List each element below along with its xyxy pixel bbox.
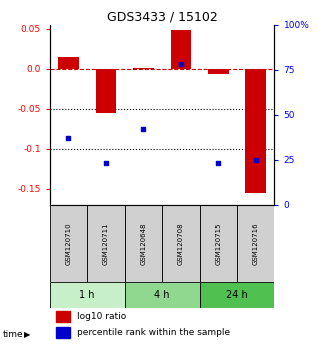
Text: GSM120716: GSM120716 — [253, 222, 259, 265]
Text: GSM120708: GSM120708 — [178, 222, 184, 265]
Bar — [125, 205, 162, 282]
Bar — [246, 69, 266, 193]
Bar — [50, 205, 87, 282]
Point — [141, 126, 146, 132]
Point — [253, 157, 258, 162]
Point — [178, 62, 183, 67]
Bar — [208, 69, 229, 74]
Bar — [96, 69, 116, 113]
Bar — [162, 205, 200, 282]
Point — [216, 161, 221, 166]
Bar — [87, 205, 125, 282]
Text: GSM120710: GSM120710 — [65, 222, 72, 265]
Bar — [58, 57, 79, 69]
Bar — [56, 327, 70, 338]
Text: GSM120711: GSM120711 — [103, 222, 109, 265]
Bar — [170, 30, 191, 69]
Bar — [200, 205, 237, 282]
Title: GDS3433 / 15102: GDS3433 / 15102 — [107, 11, 218, 24]
Bar — [56, 311, 70, 322]
Text: 1 h: 1 h — [80, 290, 95, 300]
Text: time: time — [3, 330, 24, 339]
Bar — [50, 282, 125, 308]
Bar — [125, 282, 200, 308]
Text: GSM120648: GSM120648 — [140, 222, 146, 265]
Text: 4 h: 4 h — [154, 290, 170, 300]
Bar — [200, 282, 274, 308]
Text: log10 ratio: log10 ratio — [77, 312, 126, 321]
Point — [66, 135, 71, 141]
Point — [103, 161, 108, 166]
Text: 24 h: 24 h — [226, 290, 248, 300]
Bar — [133, 68, 154, 69]
Bar — [237, 205, 274, 282]
Text: GSM120715: GSM120715 — [215, 222, 221, 265]
Text: ▶: ▶ — [24, 330, 30, 339]
Text: percentile rank within the sample: percentile rank within the sample — [77, 328, 230, 337]
